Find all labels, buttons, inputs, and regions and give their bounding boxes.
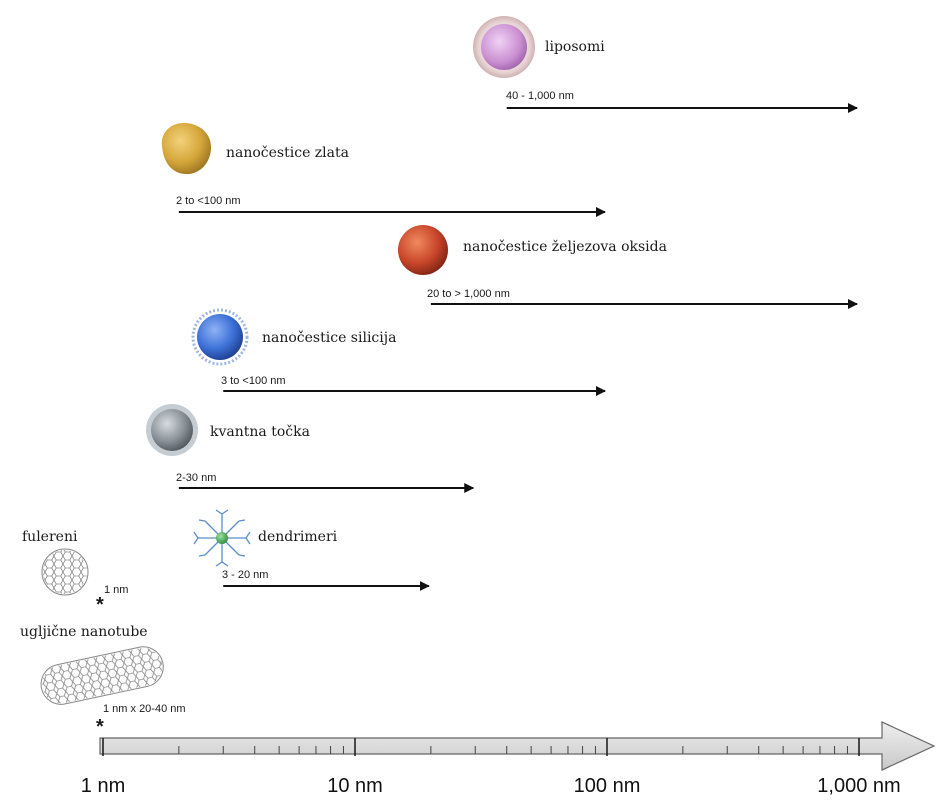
liposome-icon xyxy=(473,16,535,78)
nanotube-group: ugljične nanotube 1 nm x 20-40 nm * xyxy=(20,624,186,738)
scale-tick-label: 1,000 nm xyxy=(817,775,900,797)
silica-group: nanočestice silicija 3 to <100 nm xyxy=(191,308,606,396)
log-scale-axis: 1 nm 10 nm 100 nm 1,000 nm xyxy=(81,721,936,797)
carbon-nanotube-icon xyxy=(40,646,164,705)
dendrimer-icon xyxy=(193,509,251,567)
quantum-dot-icon xyxy=(146,404,198,456)
nanotube-range-label: 1 nm x 20-40 nm xyxy=(103,703,186,715)
gold-label: nanočestice zlata xyxy=(226,145,349,161)
liposome-range-label: 40 - 1,000 nm xyxy=(506,90,574,102)
silica-label: nanočestice silicija xyxy=(262,330,396,346)
quantum-dot-range-label: 2-30 nm xyxy=(176,472,216,484)
scale-tick-label: 10 nm xyxy=(327,775,383,797)
iron-oxide-range-label: 20 to > 1,000 nm xyxy=(427,288,510,300)
liposome-group: liposomi 40 - 1,000 nm xyxy=(473,16,858,113)
gold-group: nanočestice zlata 2 to <100 nm xyxy=(161,122,606,217)
fullerene-range-label: 1 nm xyxy=(104,584,128,596)
fullerene-label: fulereni xyxy=(22,529,78,545)
silica-nanoparticle-icon xyxy=(191,308,249,366)
fullerene-group: fulereni 1 nm * xyxy=(22,529,128,616)
dendrimer-group: dendrimeri 3 - 20 nm xyxy=(193,509,430,591)
scale-tick-label: 1 nm xyxy=(81,775,125,797)
fullerene-icon xyxy=(41,548,89,596)
iron-oxide-label: nanočestice željezova oksida xyxy=(463,239,667,255)
scale-minor-ticks xyxy=(178,746,848,754)
gold-range-label: 2 to <100 nm xyxy=(176,195,241,207)
scale-tick-label: 100 nm xyxy=(574,775,641,797)
gold-nanoparticle-icon xyxy=(161,122,212,175)
nanotube-marker-star: * xyxy=(96,716,104,738)
quantum-dot-label: kvantna točka xyxy=(210,424,310,440)
iron-oxide-nanoparticle-icon xyxy=(398,225,448,275)
nanotube-label: ugljične nanotube xyxy=(20,624,148,640)
quantum-dot-group: kvantna točka 2-30 nm xyxy=(146,404,475,493)
iron-oxide-group: nanočestice željezova oksida 20 to > 1,0… xyxy=(398,225,858,309)
fullerene-marker-star: * xyxy=(96,594,104,616)
silica-range-label: 3 to <100 nm xyxy=(221,375,286,387)
scale-major-ticks: 1 nm 10 nm 100 nm 1,000 nm xyxy=(81,738,901,797)
dendrimer-label: dendrimeri xyxy=(258,529,338,545)
liposome-label: liposomi xyxy=(545,39,605,55)
scale-axis-arrow xyxy=(99,721,936,771)
dendrimer-range-label: 3 - 20 nm xyxy=(222,569,268,581)
